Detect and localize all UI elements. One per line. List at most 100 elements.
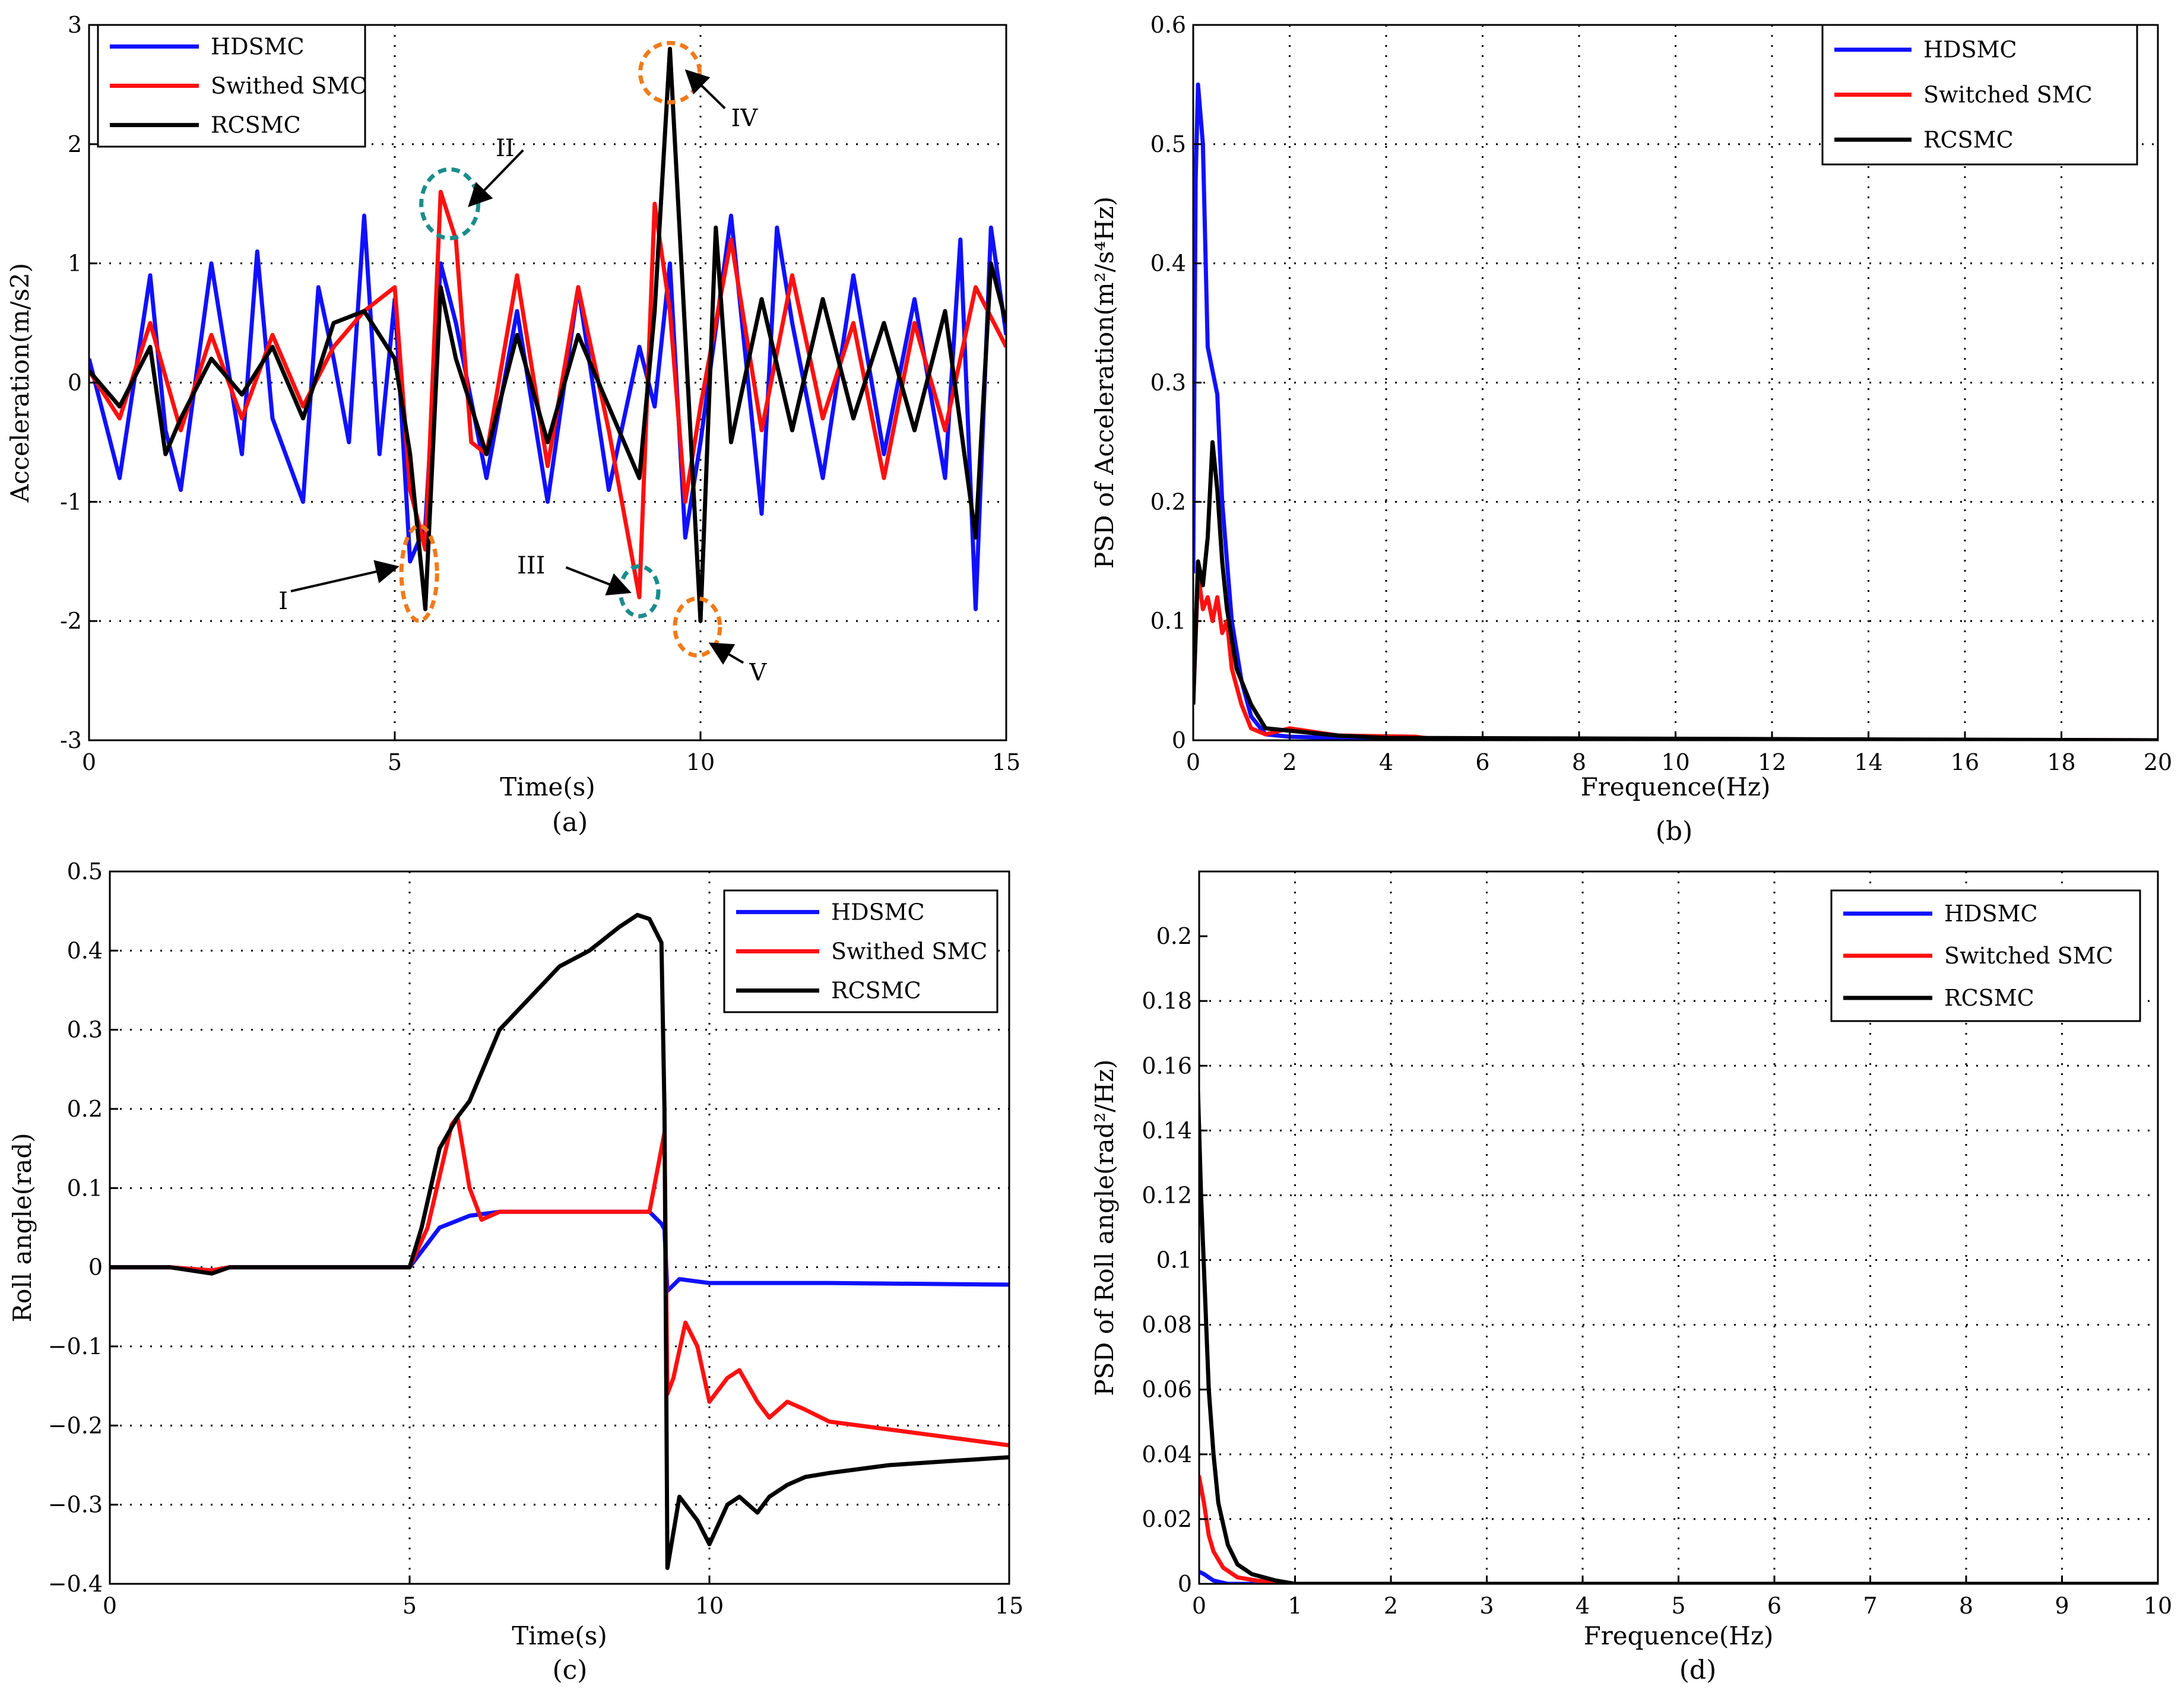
series-line-switched-smc [1193,571,2158,740]
annotation-arrow [708,642,744,665]
x-tick-label: 9 [2055,1593,2069,1619]
x-tick-label: 5 [402,1593,417,1619]
panel-caption: (d) [1679,1655,1717,1685]
series-line-rcsmc [89,46,1006,623]
y-tick-label: 0 [68,370,82,396]
series-line-hdsmc [110,1209,1009,1294]
y-tick-label: 2 [68,131,82,157]
panel-caption: (b) [1656,816,1693,847]
series-line-switched-smc [1199,1472,2158,1584]
legend-label: Swithed SMC [831,939,987,965]
series-line-hdsmc [89,213,1006,611]
y-tick-label: 0.06 [1142,1377,1192,1403]
y-tick-label: 0.16 [1142,1053,1192,1079]
series-group [1199,1060,2158,1584]
annotation-label: IV [731,105,759,132]
y-tick-label: 0.08 [1142,1312,1192,1338]
y-tick-label: 0.3 [1150,370,1186,396]
y-tick-label: -1 [60,489,82,515]
y-tick-label: 0 [88,1254,103,1280]
legend-label: Swithed SMC [211,73,367,99]
annotation-label: I [278,588,288,615]
x-tick-label: 5 [1671,1593,1685,1619]
legend-label: HDSMC [211,33,305,59]
annotation-ellipse [638,40,702,104]
series-line-hdsmc [1193,82,2158,740]
y-tick-label: 0.1 [67,1175,103,1201]
annotation-ellipse [419,167,481,240]
legend: HDSMC Switched SMC RCSMC [1821,24,2138,166]
series-line-rcsmc [1199,1060,2158,1584]
legend: HDSMC Switched SMC RCSMC [1830,889,2141,1022]
legend-label: Switched SMC [1944,943,2113,969]
series-group [1193,82,2158,740]
y-tick-label: 0.14 [1142,1117,1192,1143]
legend: HDSMC Swithed SMC RCSMC [97,24,367,148]
y-axis-label: Roll angle(rad) [8,1133,37,1322]
x-tick-label: 3 [1479,1593,1494,1619]
x-tick-label: 8 [1572,749,1586,775]
x-axis-label: Frequence(Hz) [1581,772,1771,801]
panel-b: 0 2 4 6 8 10 12 14 16 18 20 0 0.1 0.2 0.3 0.4 0.5 0.6 Freq… [1090,12,2172,847]
x-tick-label: 16 [1951,749,1979,775]
series-line-swithed-smc [110,1114,1009,1448]
y-axis-label: Acceleration(m/s2) [5,263,34,503]
panel-caption: (c) [553,1655,588,1685]
legend-label: HDSMC [831,899,925,925]
y-tick-label: 0.1 [1156,1247,1192,1273]
series-line-rcsmc [1193,440,2158,740]
x-tick-label: 10 [2144,1593,2172,1619]
legend-label: RCSMC [1944,985,2034,1011]
x-tick-label: 18 [2047,749,2075,775]
y-axis-label: PSD of Acceleration(m²/s⁴Hz) [1090,196,1119,569]
y-tick-label: 0 [1172,727,1186,753]
y-tick-label: 0.2 [1156,923,1192,949]
series-line-hdsmc [1199,1569,2158,1584]
series-line-rcsmc [110,912,1009,1570]
legend-label: Switched SMC [1923,82,2093,108]
annotation-label: II [496,135,515,162]
series-group [89,46,1006,623]
x-axis-label: Time(s) [500,772,595,801]
panel-c: 0 5 10 15 −0.4 −0.3 −0.2 −0.1 0 0.1 0.2 0.3 0.4 0.5 Ti… [8,858,1023,1685]
annotation-arrow [565,566,632,595]
y-tick-label: −0.1 [48,1333,103,1359]
x-tick-label: 0 [1192,1593,1206,1619]
x-tick-label: 8 [1959,1593,1973,1619]
x-tick-label: 2 [1282,749,1297,775]
x-tick-label: 0 [1186,749,1200,775]
x-tick-label: 5 [388,749,402,775]
legend-label: RCSMC [211,112,301,138]
panel-d: 0 1 2 3 4 5 6 7 8 9 10 0 0.02 0.04 0.06 0.08 0.1 0.12 0.14… [1090,870,2172,1685]
y-axis-label: PSD of Roll angle(rad²/Hz) [1090,1059,1119,1396]
y-tick-label: 0.12 [1142,1182,1192,1208]
x-tick-label: 0 [103,1593,117,1619]
x-tick-label: 6 [1767,1593,1782,1619]
x-tick-label: 14 [1854,749,1882,775]
y-tick-label: −0.2 [48,1412,103,1438]
y-tick-label: -3 [60,727,82,753]
panel-a: 0 5 10 15 -3 -2 -1 0 1 2 3 Time(s) Acceleration(m/s2… [5,12,1020,838]
y-tick-label: 0.4 [67,937,103,963]
y-tick-label: 0 [1178,1571,1192,1597]
legend-label: HDSMC [1944,901,2038,927]
x-tick-label: 1 [1288,1593,1302,1619]
x-tick-label: 7 [1863,1593,1877,1619]
annotation-arrow [290,560,400,592]
x-tick-label: 0 [82,749,96,775]
x-tick-label: 10 [686,749,715,775]
y-tick-label: −0.3 [48,1492,103,1518]
annotation-ellipse [673,596,722,658]
legend: HDSMC Swithed SMC RCSMC [723,889,999,1013]
x-axis-label: Frequence(Hz) [1584,1621,1774,1650]
annotation-ellipse [399,524,439,623]
y-tick-label: 0.6 [1150,12,1186,38]
x-tick-label: 20 [2144,749,2172,775]
legend-label: RCSMC [1923,126,2014,153]
x-tick-label: 2 [1384,1593,1398,1619]
annotation-label: III [517,552,545,579]
panel-caption: (a) [552,807,588,838]
y-tick-label: 0.2 [1150,489,1186,515]
x-tick-label: 15 [992,749,1020,775]
legend-label: HDSMC [1923,37,2017,63]
